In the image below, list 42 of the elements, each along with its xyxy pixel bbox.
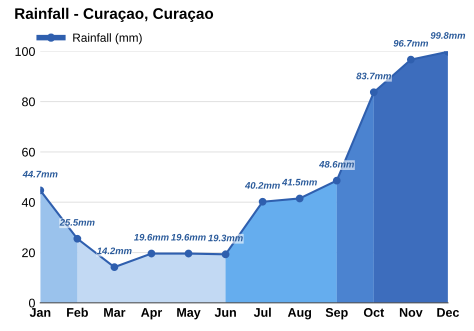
point <box>184 250 192 258</box>
data-label: 40.2mm <box>244 182 280 189</box>
data-label: 25.5mm <box>60 219 95 226</box>
y-tick-label: 0 <box>28 298 35 308</box>
data-label: 96.7mm <box>394 40 428 47</box>
x-tick-label: Apr <box>141 308 162 320</box>
point <box>332 176 341 184</box>
point <box>110 263 118 272</box>
point <box>296 194 304 202</box>
y-tick-label: 80 <box>22 97 35 106</box>
y-tick-label: 100 <box>16 47 35 56</box>
data-label: 48.6mm <box>319 160 354 168</box>
point <box>73 234 82 243</box>
legend-label: Rainfall (mm) <box>73 33 142 44</box>
x-tick-label: Oct <box>364 308 384 317</box>
y-tick-label: 40 <box>22 198 35 207</box>
x-tick-label: Sep <box>326 308 348 320</box>
point <box>406 56 415 64</box>
data-label: 19.6mm <box>134 234 169 241</box>
data-label: 19.6mm <box>171 234 206 241</box>
point <box>370 88 378 96</box>
y-tick-label: 20 <box>22 248 35 258</box>
point <box>222 250 230 258</box>
data-label: 44.7mm <box>22 170 58 178</box>
point <box>148 250 156 258</box>
chart-title: Rainfall - Curaçao, Curaçao <box>15 8 214 22</box>
x-tick-label: Mar <box>104 308 126 317</box>
data-label: 83.7mm <box>356 72 392 80</box>
y-tick-label: 60 <box>22 148 35 157</box>
x-tick-label: Jul <box>254 308 271 317</box>
data-label: 14.2mm <box>96 247 132 254</box>
x-tick-label: Jun <box>214 308 236 317</box>
data-label: 41.5mm <box>282 178 317 186</box>
x-tick-label: Nov <box>400 308 423 317</box>
x-tick-label: May <box>177 308 201 320</box>
x-tick-label: Aug <box>288 308 312 320</box>
data-label: 19.3mm <box>208 234 243 242</box>
x-tick-label: Jan <box>30 308 50 317</box>
x-tick-label: Feb <box>67 308 88 317</box>
x-tick-label: Dec <box>437 308 460 317</box>
data-label: 99.8mm <box>430 32 466 39</box>
point <box>258 198 267 206</box>
